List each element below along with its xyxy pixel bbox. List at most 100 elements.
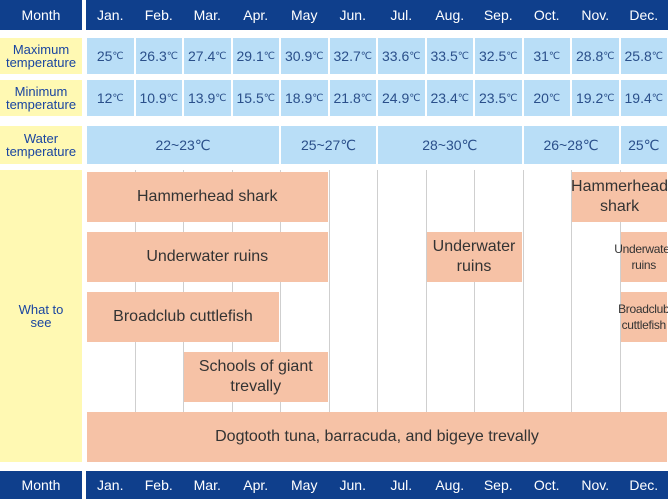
- max-temp-label: Maximum temperature: [0, 38, 82, 74]
- min-temp-cell: 20 ℃: [523, 80, 570, 116]
- month-header-month: Apr.: [243, 7, 269, 23]
- temp-value: 32.7: [333, 48, 361, 64]
- temp-value: 32.5: [479, 48, 507, 64]
- min-temp-cell: 23.5 ℃: [475, 80, 522, 116]
- temp-unit: ℃: [506, 50, 518, 62]
- temp-value: 29.1: [236, 48, 264, 64]
- temp-value: 25.8: [624, 48, 652, 64]
- max-temp-cell: 25 ℃: [87, 38, 134, 74]
- temp-value: 15.5: [236, 90, 264, 106]
- temp-unit: ℃: [215, 50, 227, 62]
- water-temp-range: 25℃: [620, 126, 667, 164]
- temp-value: 28.8: [576, 48, 604, 64]
- temp-value: 27.4: [188, 48, 216, 64]
- see-item-bar: Broadclub cuttlefish: [618, 292, 668, 342]
- temp-value: 18.9: [285, 90, 313, 106]
- temp-value: 33.5: [430, 48, 458, 64]
- month-header-month: May: [291, 7, 318, 23]
- month-header-month: Aug.: [435, 7, 465, 23]
- min-temp-cell: 19.2 ℃: [572, 80, 619, 116]
- temp-value: 31: [533, 48, 549, 64]
- month-footer-month: Oct.: [533, 477, 560, 493]
- temp-value: 21.8: [333, 90, 361, 106]
- max-temp-cell: 26.3 ℃: [135, 38, 182, 74]
- month-header-month: Mar.: [193, 7, 221, 23]
- temp-unit: ℃: [166, 50, 178, 62]
- month-footer-month: Jun.: [339, 477, 366, 493]
- temp-value: 13.9: [188, 90, 216, 106]
- temp-unit: ℃: [548, 92, 561, 104]
- temp-value: 24.9: [382, 90, 410, 106]
- temp-unit: ℃: [312, 50, 324, 62]
- month-footer-month: Aug.: [435, 477, 465, 493]
- min-temp-cell: 18.9 ℃: [281, 80, 328, 116]
- month-footer-month: Feb.: [144, 477, 173, 493]
- max-temp-cell: 30.9 ℃: [281, 38, 328, 74]
- temp-unit: ℃: [360, 50, 372, 62]
- temp-unit: ℃: [263, 92, 275, 104]
- temp-value: 10.9: [139, 90, 167, 106]
- temp-unit: ℃: [112, 50, 124, 62]
- month-footer-month: Apr.: [243, 477, 269, 493]
- month-header-month: Sep.: [483, 7, 513, 23]
- min-temp-cell: 19.4 ℃: [620, 80, 667, 116]
- max-temp-cell: 32.5 ℃: [475, 38, 522, 74]
- water-temp-range: 25~27℃: [281, 126, 376, 164]
- min-temp-cell: 15.5 ℃: [232, 80, 279, 116]
- temp-unit: ℃: [651, 92, 663, 104]
- max-temp-cell: 33.5 ℃: [426, 38, 473, 74]
- water-temp-range: 28~30℃: [378, 126, 522, 164]
- month-footer-month: May: [291, 477, 318, 493]
- see-item-bar: Underwater ruins: [614, 232, 668, 282]
- max-temp-cell: 25.8 ℃: [620, 38, 667, 74]
- month-footer-strip: [86, 471, 668, 499]
- max-temp-cell: 33.6 ℃: [378, 38, 425, 74]
- water-temp-range: 26~28℃: [523, 126, 619, 164]
- see-item-bar: Broadclub cuttlefish: [87, 292, 279, 342]
- see-item-bar: Underwater ruins: [87, 232, 328, 282]
- min-temp-cell: 21.8 ℃: [329, 80, 376, 116]
- month-header-month: Jan.: [97, 7, 124, 23]
- temp-value: 19.4: [624, 90, 652, 106]
- month-header-month: Jul.: [390, 7, 413, 23]
- temp-value: 23.5: [479, 90, 507, 106]
- see-item-bar: Hammerhead shark: [571, 172, 668, 222]
- see-item-bar: Underwater ruins: [426, 232, 522, 282]
- month-footer-month: Nov.: [581, 477, 610, 493]
- temp-unit: ℃: [506, 92, 518, 104]
- max-temp-cell: 31 ℃: [523, 38, 570, 74]
- month-header-month: Oct.: [533, 7, 560, 23]
- min-temp-cell: 23.4 ℃: [426, 80, 473, 116]
- water-temp-range: 22~23℃: [87, 126, 279, 164]
- month-footer-month: Sep.: [483, 477, 513, 493]
- temp-value: 23.4: [430, 90, 458, 106]
- min-temp-cell: 10.9 ℃: [135, 80, 182, 116]
- temp-unit: ℃: [166, 92, 178, 104]
- what-to-see-label: What to see: [0, 170, 82, 462]
- temp-value: 33.6: [382, 48, 410, 64]
- temp-unit: ℃: [312, 92, 324, 104]
- water-temp-label: Water temperature: [0, 126, 82, 164]
- max-temp-cell: 32.7 ℃: [329, 38, 376, 74]
- temp-value: 26.3: [139, 48, 167, 64]
- temp-value: 30.9: [285, 48, 313, 64]
- month-footer-month: Jan.: [97, 477, 124, 493]
- max-temp-cell: 28.8 ℃: [572, 38, 619, 74]
- temp-unit: ℃: [603, 92, 615, 104]
- temp-unit: ℃: [112, 92, 124, 104]
- temp-value: 25: [96, 48, 113, 64]
- month-footer-month: Dec.: [629, 477, 659, 493]
- min-temp-cell: 13.9 ℃: [184, 80, 231, 116]
- max-temp-cell: 27.4 ℃: [184, 38, 231, 74]
- month-footer-month: Jul.: [390, 477, 413, 493]
- month-header-strip: [86, 0, 668, 30]
- month-footer-label: Month: [0, 471, 82, 499]
- temp-unit: ℃: [603, 50, 615, 62]
- see-item-bar: Dogtooth tuna, barracuda, and bigeye tre…: [87, 412, 667, 462]
- month-header-month: Nov.: [581, 7, 610, 23]
- temp-unit: ℃: [409, 50, 421, 62]
- month-header-month: Dec.: [629, 7, 659, 23]
- temp-unit: ℃: [409, 92, 421, 104]
- temp-value: 19.2: [576, 90, 604, 106]
- month-header-month: Jun.: [339, 7, 366, 23]
